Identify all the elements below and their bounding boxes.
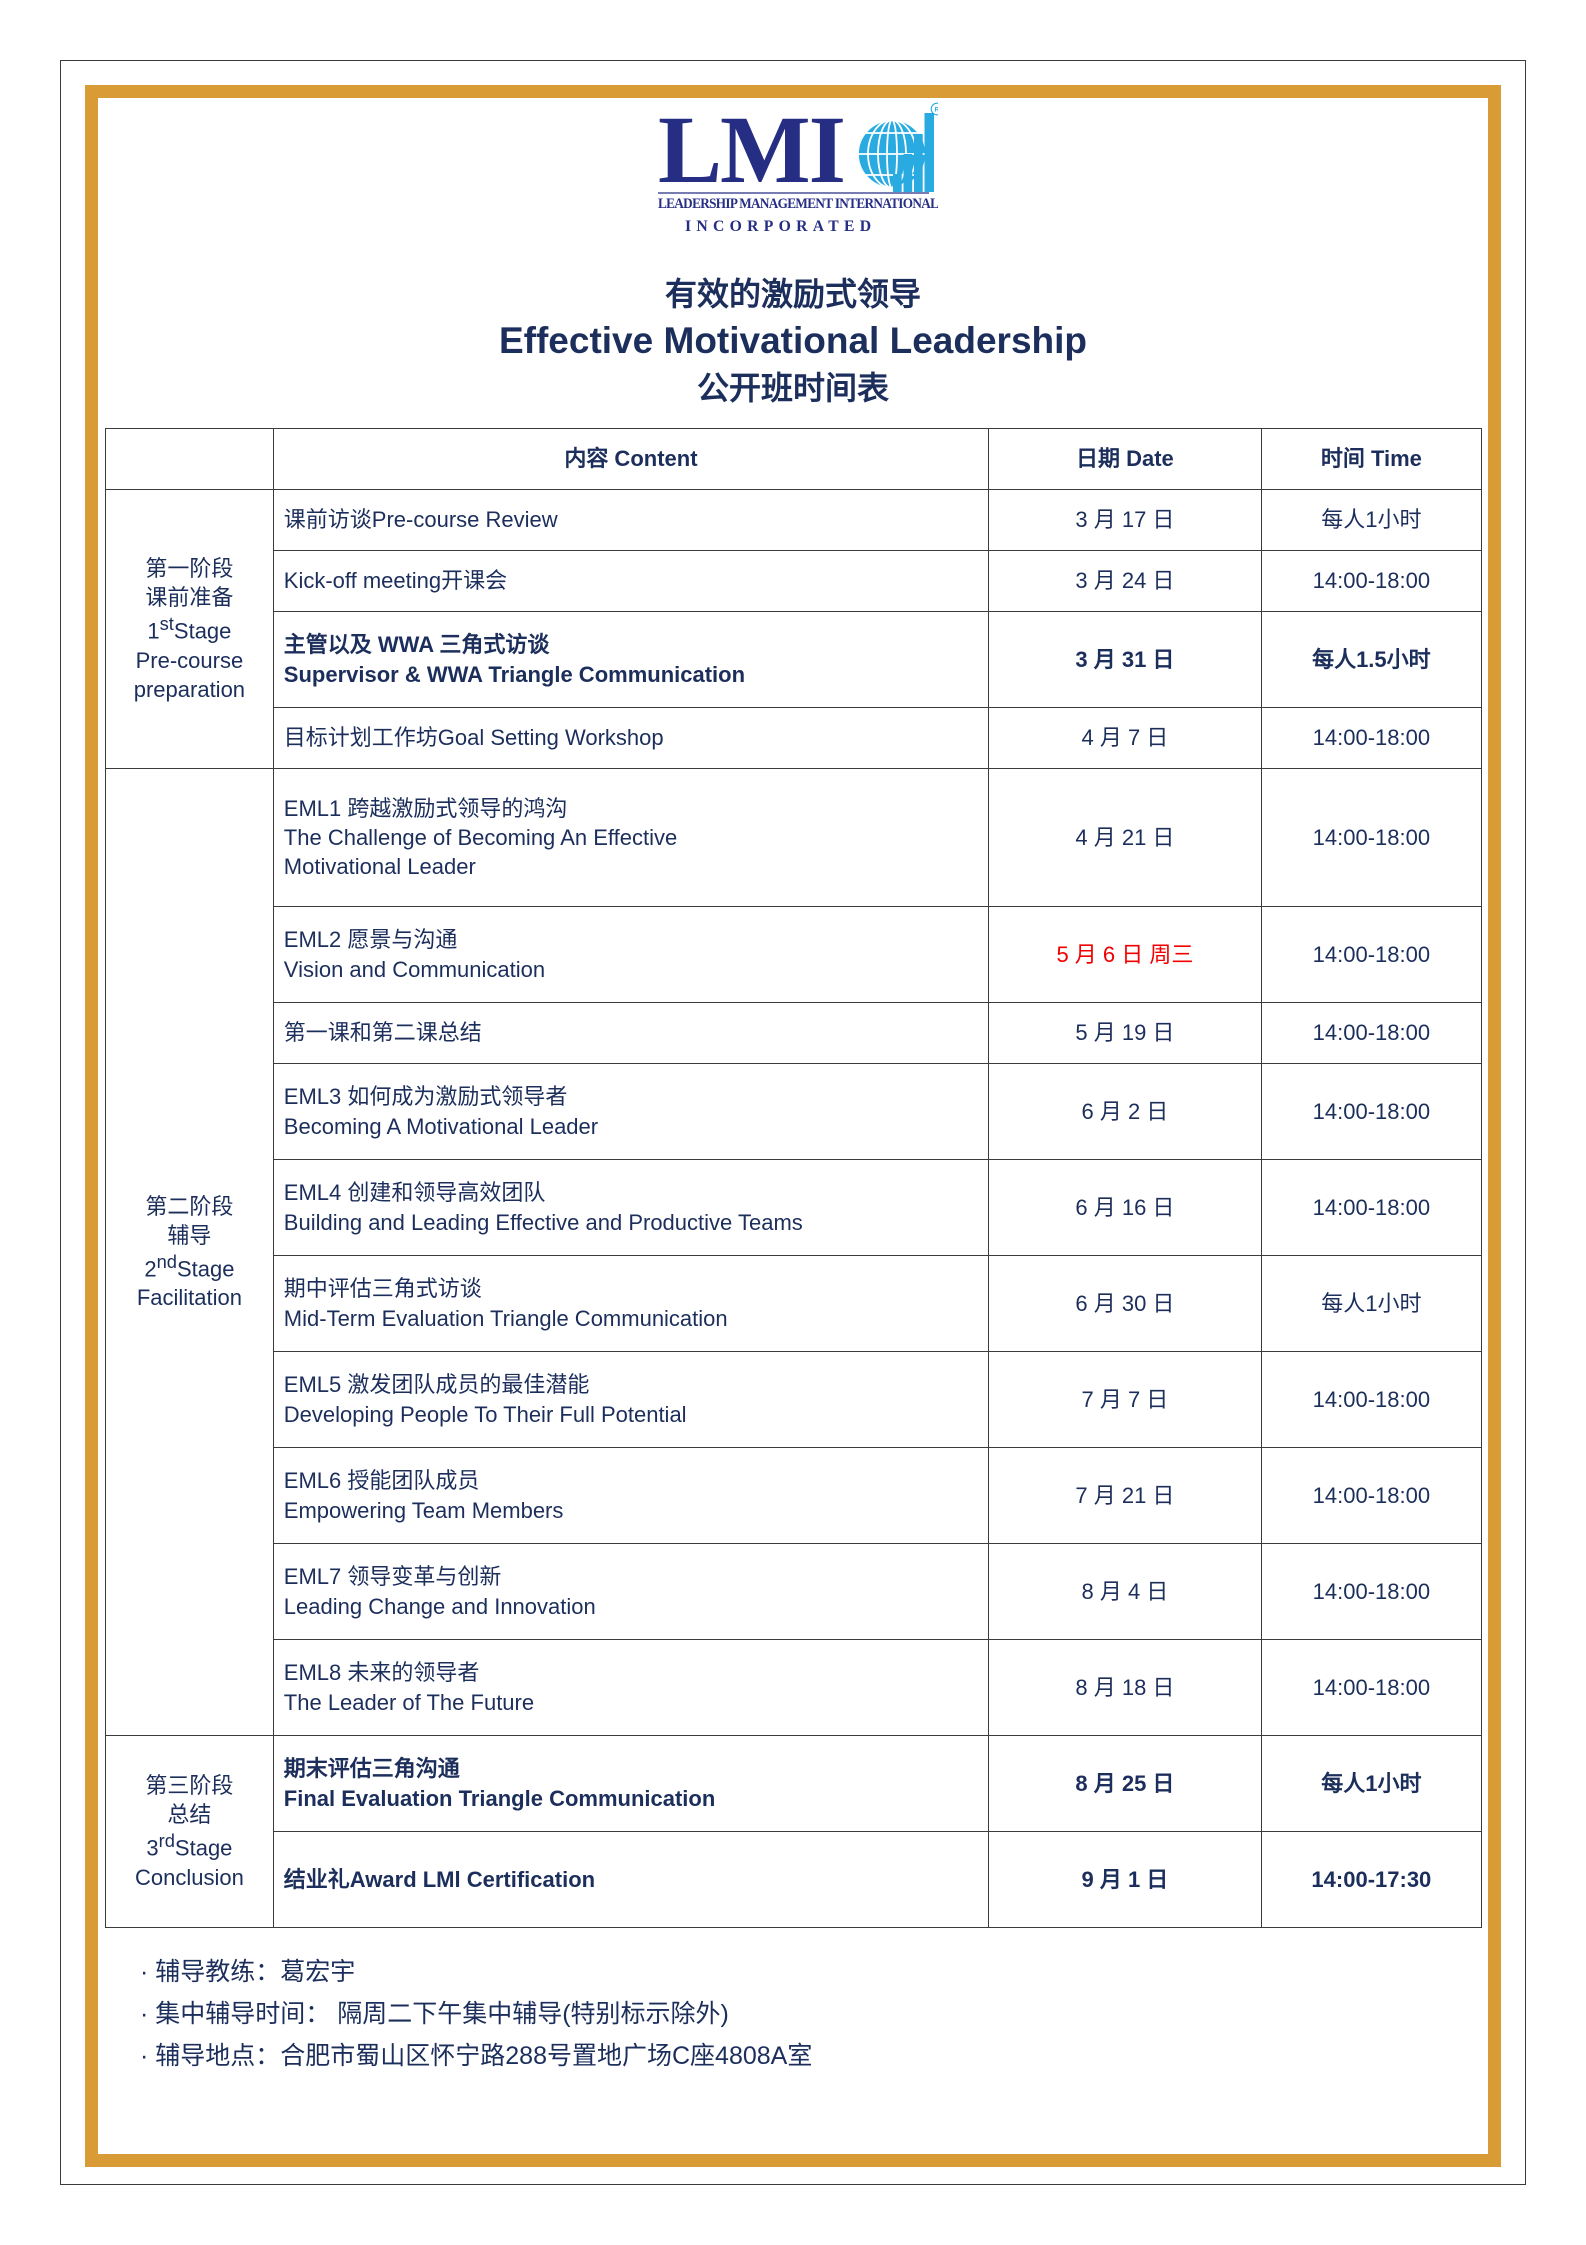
- svg-text:R: R: [935, 107, 938, 114]
- svg-text:INCORPORATED: INCORPORATED: [685, 218, 876, 235]
- svg-text:LMI: LMI: [658, 98, 844, 203]
- svg-text:LEADERSHIP MANAGEMENT INTERNAT: LEADERSHIP MANAGEMENT INTERNATIONAL: [658, 196, 938, 212]
